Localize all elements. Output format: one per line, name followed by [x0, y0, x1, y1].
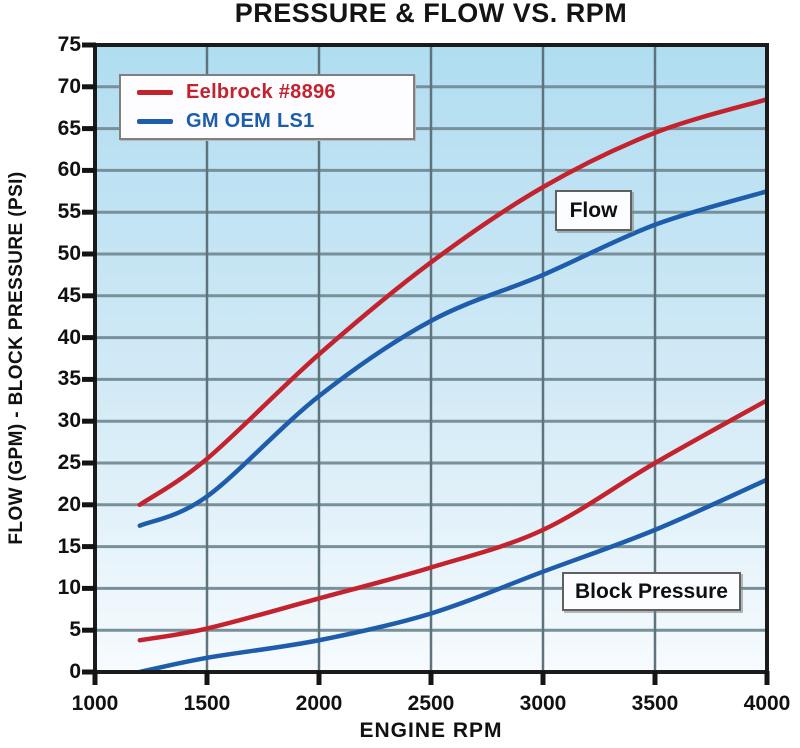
- y-tick-label: 15: [57, 534, 81, 558]
- legend-box: Eelbrock #8896 GM OEM LS1: [119, 74, 415, 140]
- legend-item-eelbrock: Eelbrock #8896: [137, 81, 413, 104]
- y-tick-label: 5: [69, 618, 81, 642]
- chart-title: PRESSURE & FLOW VS. RPM: [234, 0, 628, 28]
- legend-item-gm: GM OEM LS1: [137, 110, 413, 133]
- block-pressure-annotation-box: Block Pressure: [562, 572, 741, 611]
- series-line-gm-oem-ls1-flow: [137, 189, 767, 528]
- flow-annotation-box: Flow: [555, 190, 632, 231]
- x-tick-label: 2000: [295, 692, 343, 715]
- x-tick-label: 2500: [407, 692, 455, 715]
- y-tick-label: 20: [57, 492, 81, 516]
- x-tick-label: 3500: [631, 692, 679, 715]
- y-tick-label: 35: [57, 367, 81, 391]
- y-tick-label: 0: [69, 660, 81, 683]
- y-tick-label: 60: [57, 158, 81, 182]
- y-tick-label: 40: [57, 325, 81, 349]
- legend-label-eelbrock: Eelbrock #8896: [186, 81, 336, 104]
- legend-line-swatch-red: [137, 90, 173, 96]
- y-tick-label: 70: [57, 74, 81, 98]
- series-line-eelbrock-8896-block-pressure: [137, 398, 767, 643]
- y-tick-label: 65: [57, 116, 81, 140]
- x-tick-label: 1000: [71, 692, 119, 715]
- series-line-gm-oem-ls1-block-pressure: [137, 477, 767, 672]
- y-tick-label: 45: [57, 283, 81, 307]
- x-tick-label: 3000: [519, 692, 567, 715]
- x-tick-label: 1500: [183, 692, 231, 715]
- y-tick-label: 55: [57, 200, 81, 224]
- series-line-eelbrock-8896-flow: [137, 97, 767, 508]
- y-axis-title: FLOW (GPM) - BLOCK PRESSURE (PSI): [6, 171, 27, 545]
- y-tick-label: 50: [57, 242, 81, 265]
- y-tick-label: 10: [57, 576, 81, 600]
- x-axis-title: ENGINE RPM: [359, 719, 503, 742]
- y-tick-label: 30: [57, 409, 81, 433]
- axis-ticks: [82, 42, 770, 685]
- x-tick-label: 4000: [743, 692, 791, 715]
- series-curves: [137, 97, 767, 672]
- y-tick-label: 75: [57, 33, 81, 56]
- y-tick-label: 25: [57, 451, 81, 474]
- legend-label-gm: GM OEM LS1: [186, 109, 315, 132]
- legend-line-swatch-blue: [137, 118, 173, 124]
